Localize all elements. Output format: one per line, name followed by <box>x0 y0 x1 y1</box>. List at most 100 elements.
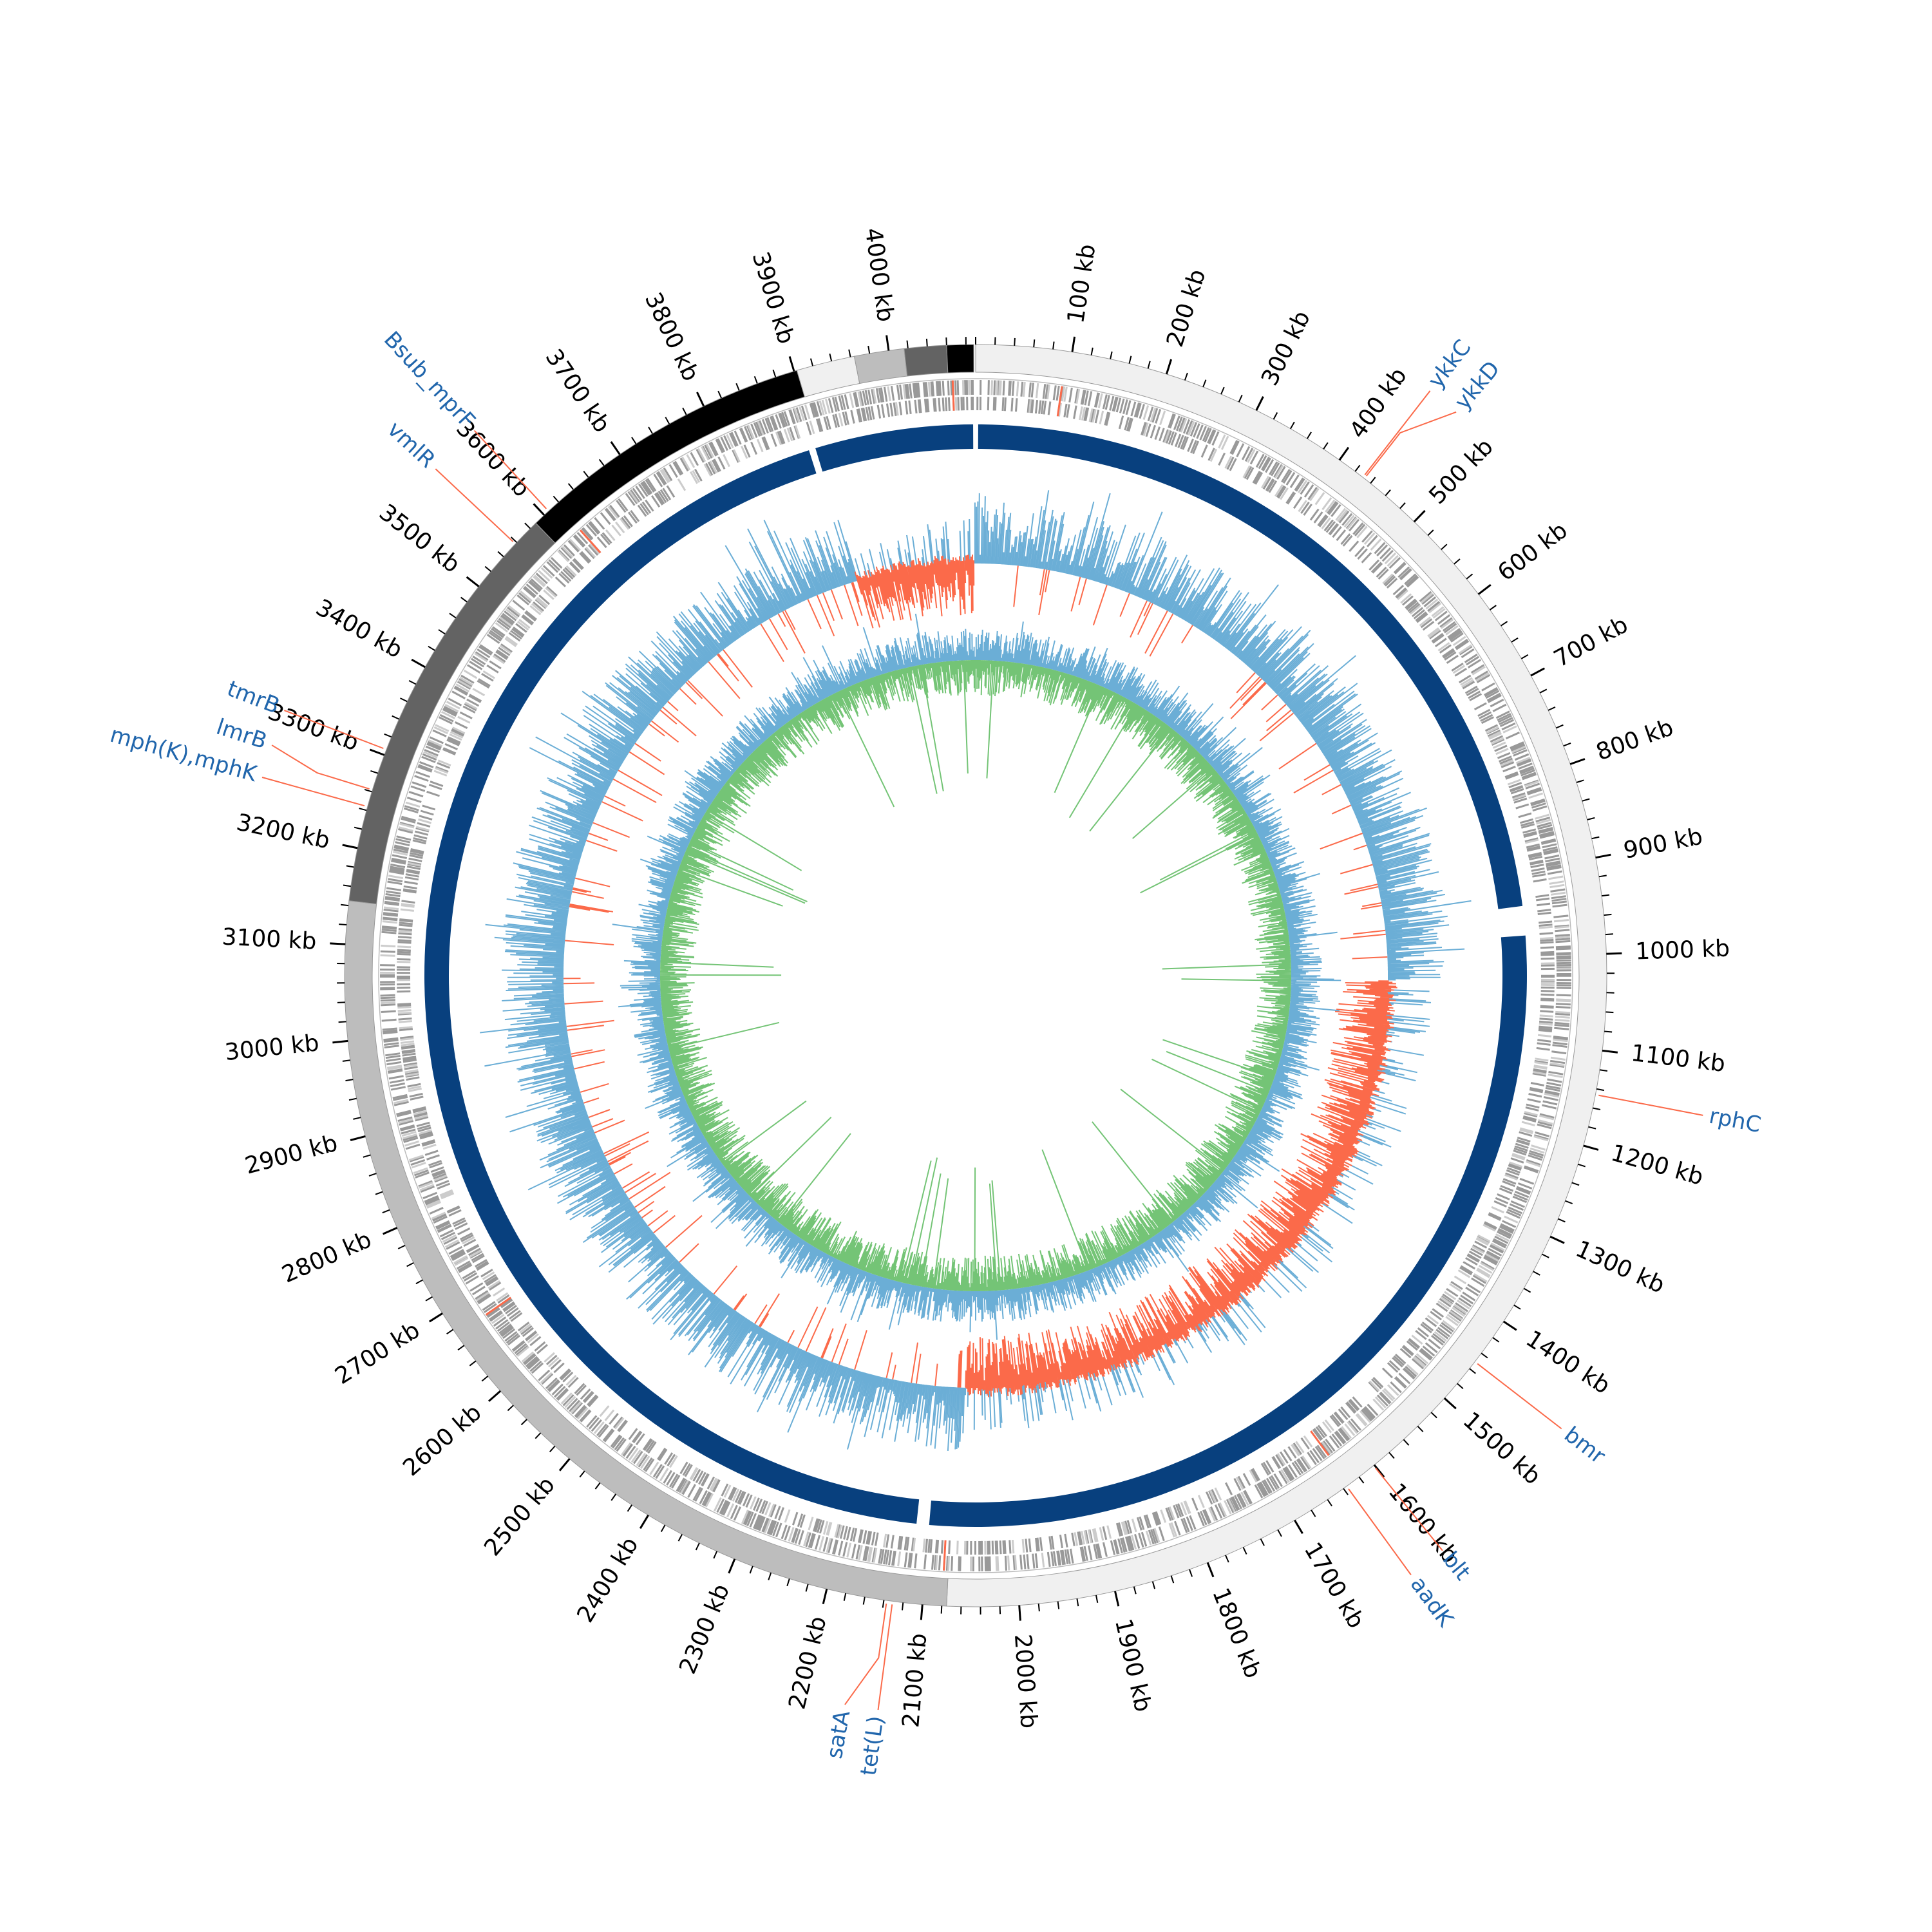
tick-mark <box>558 1458 571 1472</box>
tick-label: 200 kb <box>1162 266 1211 350</box>
gc-skew-positive <box>612 613 1341 1340</box>
tick-mark <box>1338 446 1350 461</box>
contig-block <box>946 344 974 374</box>
gene-features-highlight <box>485 380 1330 1571</box>
tick-label: 1300 kb <box>1571 1236 1669 1299</box>
tick-label: 3800 kb <box>639 289 704 385</box>
tick-label: 3900 kb <box>747 249 799 346</box>
tick-mark <box>920 1604 923 1620</box>
tick-mark <box>1071 336 1076 352</box>
tick-label: 3100 kb <box>222 924 317 955</box>
gene-leader <box>844 1604 887 1705</box>
tick-label: 2100 kb <box>898 1632 932 1728</box>
tick-mark <box>1606 952 1622 955</box>
gene-features-light <box>379 380 1571 1572</box>
gc-skew-negative <box>659 659 1292 1292</box>
tick-mark <box>428 1312 443 1323</box>
tick-mark <box>1373 1464 1385 1478</box>
tick-label: 1400 kb <box>1521 1325 1615 1399</box>
gene-leader <box>877 1604 893 1710</box>
tick-mark <box>383 1227 398 1235</box>
minor-ticks <box>337 337 1615 1615</box>
tick-mark <box>1443 1397 1457 1410</box>
tick-label: 3300 kb <box>265 699 363 757</box>
tick-mark <box>728 1558 736 1574</box>
tick-mark <box>411 658 426 668</box>
gene-label: rphC <box>1707 1103 1763 1139</box>
tick-label: 600 kb <box>1493 517 1572 587</box>
tick-mark <box>1114 1591 1120 1607</box>
track-outline <box>378 378 1573 1573</box>
gene-leader <box>1348 1488 1412 1575</box>
gene-label: satA <box>822 1709 856 1761</box>
tick-mark <box>1569 758 1586 765</box>
tick-label: 2500 kb <box>479 1472 560 1561</box>
tick-label: 1800 kb <box>1207 1584 1266 1682</box>
gene-features <box>379 379 1572 1572</box>
tick-mark <box>1583 1144 1599 1151</box>
tick-mark <box>1549 1235 1565 1244</box>
gene-label: lmrB <box>213 714 270 755</box>
gene-label: tmrB <box>223 676 283 719</box>
tick-label: 2900 kb <box>242 1130 340 1180</box>
tick-mark <box>350 1135 366 1141</box>
tick-label: 300 kb <box>1256 307 1316 390</box>
tick-label: 3000 kb <box>223 1030 320 1066</box>
gene-label: bmr <box>1559 1422 1610 1470</box>
tick-mark <box>1530 667 1546 677</box>
tick-label: 1700 kb <box>1299 1538 1370 1633</box>
gene-label: Bsub_mprF <box>379 327 480 434</box>
tick-label: 1500 kb <box>1458 1407 1546 1490</box>
tick-mark <box>1602 1049 1618 1054</box>
tick-label: 1200 kb <box>1608 1140 1706 1191</box>
gene-leader <box>1375 1467 1443 1551</box>
tick-mark <box>332 1039 348 1044</box>
tick-mark <box>1294 1519 1303 1535</box>
tick-label: 3500 kb <box>374 499 465 578</box>
gene-leader <box>1365 411 1457 477</box>
tick-label: 2800 kb <box>278 1226 375 1288</box>
tick-label: 400 kb <box>1345 363 1412 444</box>
contig-block <box>853 348 908 384</box>
ring-segment <box>978 424 1523 909</box>
gene-leader <box>283 710 384 750</box>
tick-label: 2200 kb <box>784 1614 831 1712</box>
gene-leader <box>1477 1363 1562 1430</box>
tick-mark <box>369 748 385 756</box>
tick-mark <box>342 844 358 849</box>
tick-label: 4000 kb <box>860 226 899 323</box>
tick-mark <box>610 441 621 455</box>
tick-label: 2600 kb <box>398 1399 486 1481</box>
tick-mark <box>533 503 545 516</box>
tick-label: 800 kb <box>1593 714 1676 766</box>
tick-label: 2000 kb <box>1009 1633 1042 1729</box>
tick-label: 1000 kb <box>1635 936 1730 965</box>
tick-mark <box>1018 1605 1021 1621</box>
tick-mark <box>1477 583 1492 595</box>
gene-leader <box>1598 1094 1703 1116</box>
tick-mark <box>1502 1320 1517 1331</box>
gene-leader <box>473 430 547 509</box>
tick-mark <box>639 1515 649 1530</box>
tick-mark <box>466 576 480 587</box>
tick-label: 900 kb <box>1622 823 1705 864</box>
gc-content-positive <box>480 490 1472 1451</box>
gene-label: tet(L) <box>856 1714 889 1777</box>
tick-label: 500 kb <box>1424 433 1499 509</box>
gene-leader <box>1364 390 1431 475</box>
tick-mark <box>1255 396 1264 411</box>
tick-label: 1100 kb <box>1629 1040 1727 1077</box>
tick-mark <box>886 335 890 351</box>
contig-block <box>796 355 860 398</box>
tick-label: 2300 kb <box>674 1580 735 1678</box>
tick-mark <box>488 1390 502 1402</box>
tick-label: 2400 kb <box>572 1533 643 1627</box>
gene-label: vmlR <box>382 417 440 473</box>
tick-mark <box>1165 359 1173 375</box>
tick-mark <box>822 1588 828 1605</box>
tick-label: 3400 kb <box>312 594 407 664</box>
gene-leader <box>271 744 370 790</box>
gene-leader <box>261 777 365 807</box>
